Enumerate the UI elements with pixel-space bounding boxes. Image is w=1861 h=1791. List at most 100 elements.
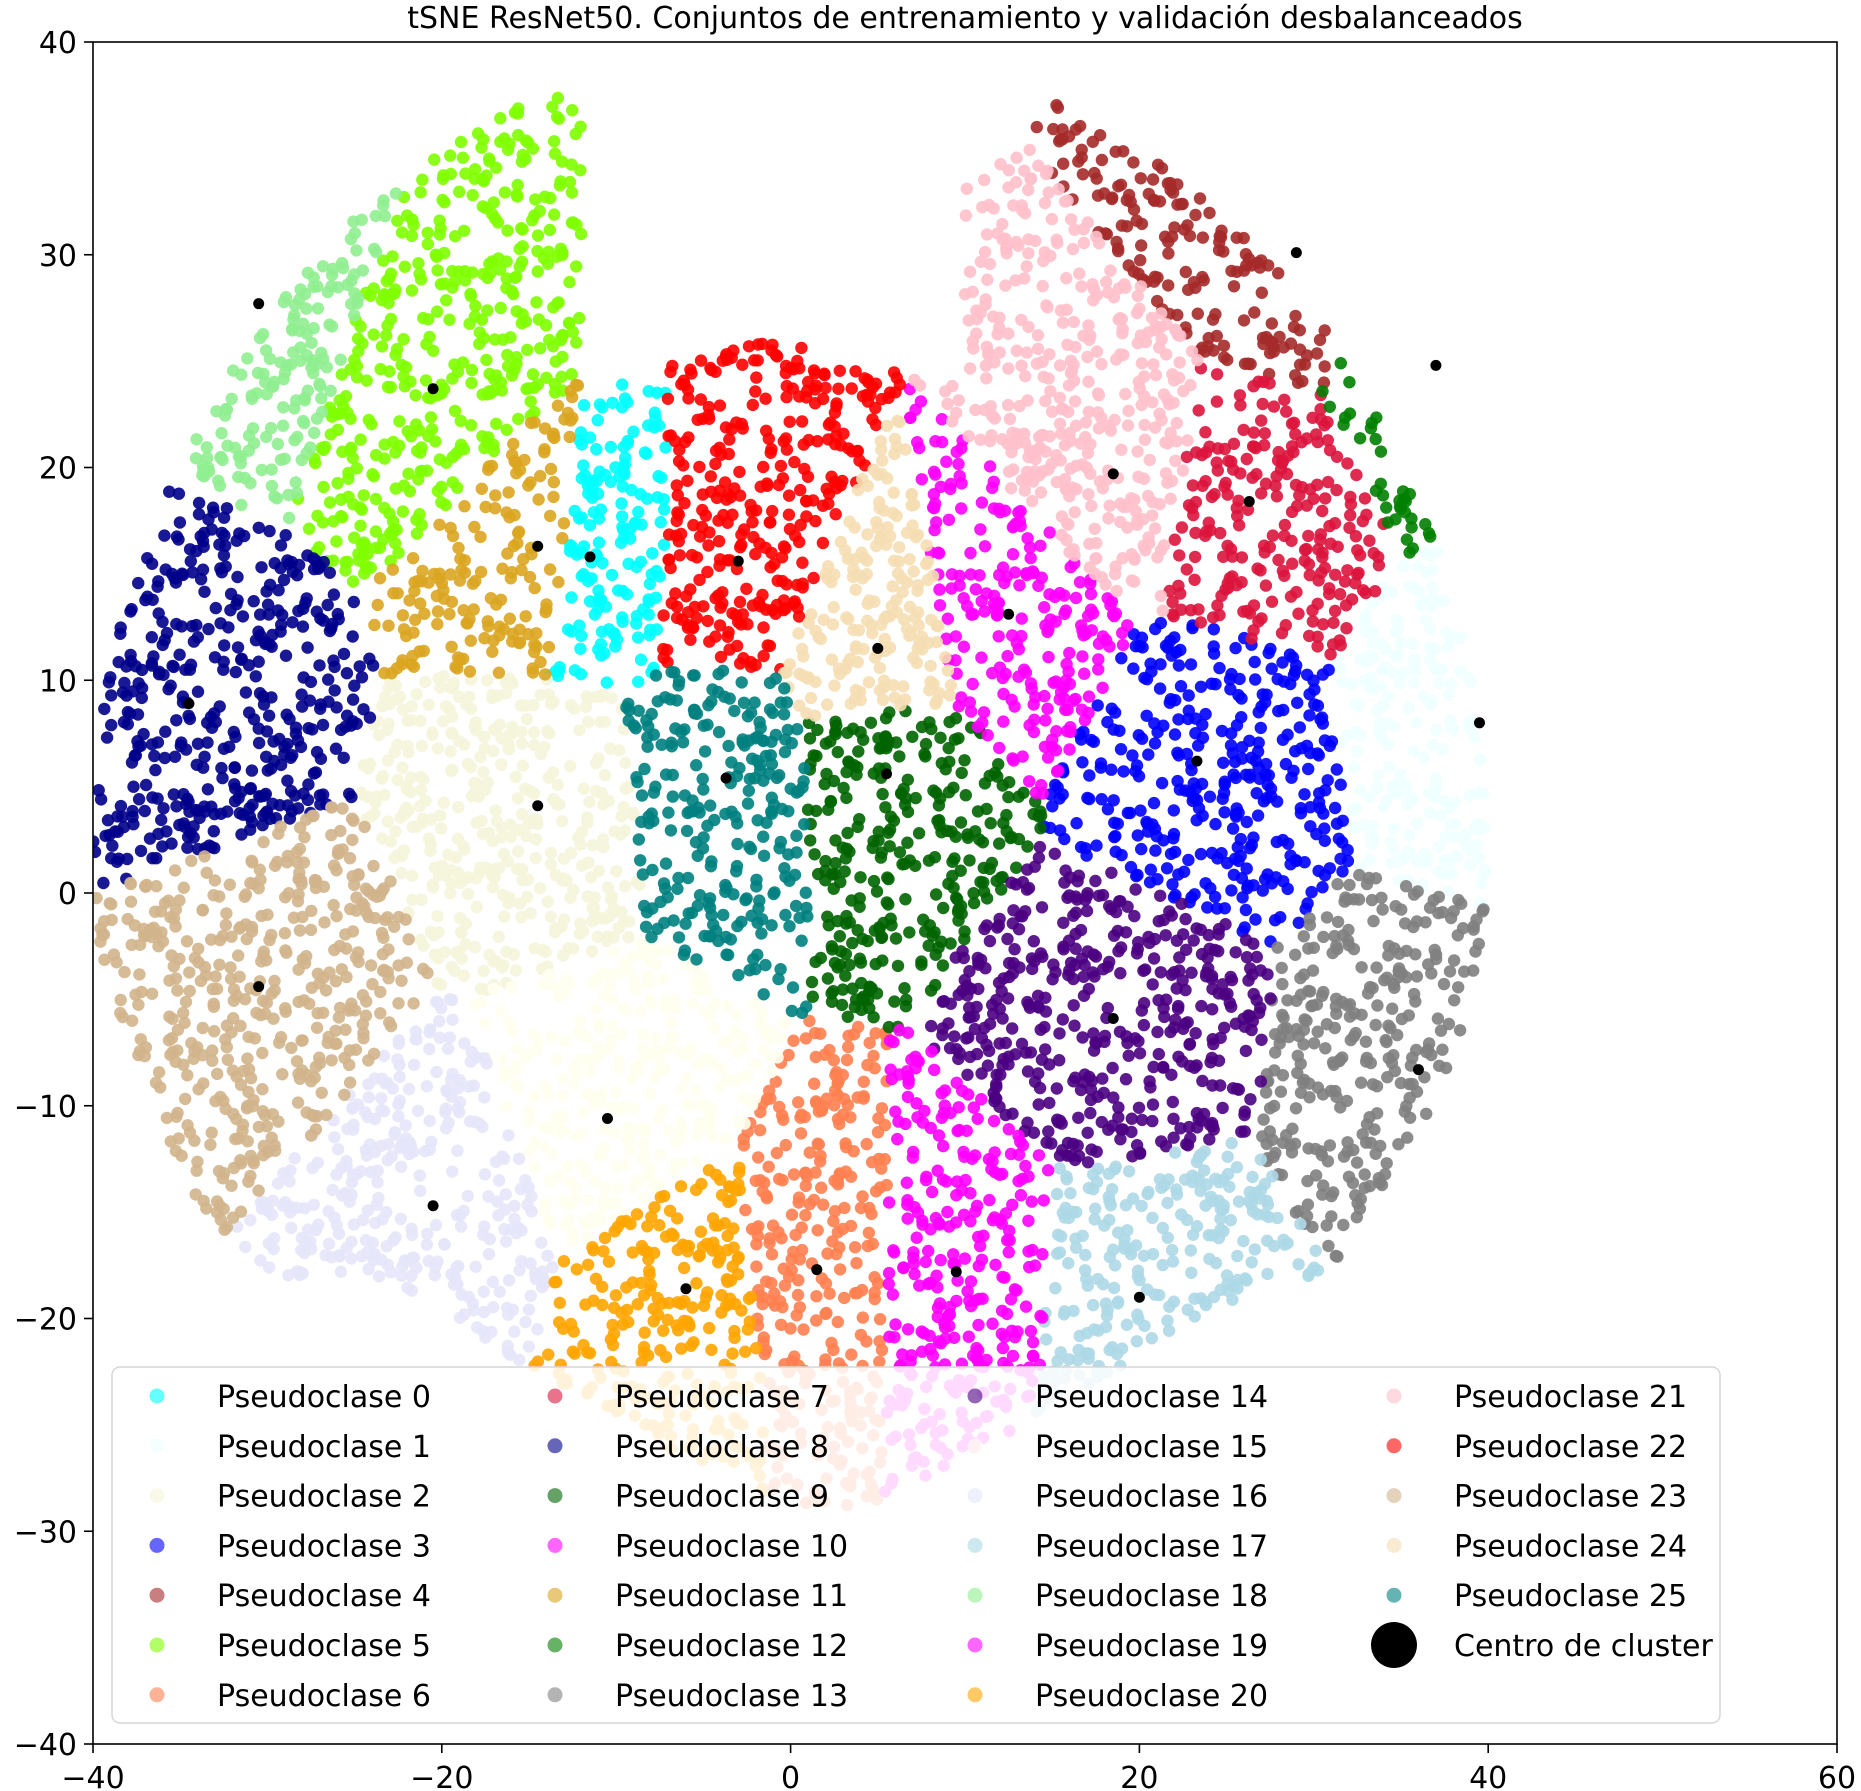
data-point bbox=[1349, 821, 1362, 834]
data-point bbox=[414, 784, 428, 797]
data-point bbox=[510, 1226, 523, 1240]
data-point bbox=[392, 1110, 405, 1123]
data-point bbox=[481, 436, 494, 449]
data-point bbox=[755, 1005, 769, 1018]
data-point bbox=[1109, 145, 1122, 158]
data-point bbox=[1017, 786, 1030, 799]
data-point bbox=[805, 975, 819, 989]
data-point bbox=[713, 1080, 727, 1094]
data-point bbox=[430, 589, 443, 603]
data-point bbox=[589, 1175, 602, 1189]
data-point bbox=[338, 1186, 352, 1200]
data-point bbox=[787, 1168, 801, 1181]
data-point bbox=[262, 1205, 275, 1218]
data-point bbox=[1135, 1004, 1149, 1017]
data-point bbox=[1370, 1107, 1384, 1120]
data-point bbox=[1178, 223, 1191, 236]
data-point bbox=[1127, 156, 1140, 169]
data-point bbox=[1342, 923, 1355, 937]
data-point bbox=[314, 752, 328, 765]
data-point bbox=[593, 1148, 606, 1162]
data-point bbox=[1408, 676, 1421, 689]
data-point bbox=[519, 610, 532, 623]
data-point bbox=[1423, 806, 1437, 820]
data-point bbox=[983, 460, 997, 473]
data-point bbox=[348, 309, 361, 322]
data-point bbox=[477, 964, 490, 978]
data-point bbox=[1391, 1028, 1404, 1042]
data-point bbox=[520, 1050, 533, 1064]
data-point bbox=[457, 969, 470, 982]
data-point bbox=[1067, 909, 1080, 922]
data-point bbox=[1051, 1354, 1064, 1368]
data-point bbox=[1359, 608, 1373, 621]
data-point bbox=[1215, 224, 1228, 237]
data-point bbox=[1320, 1219, 1333, 1232]
data-point bbox=[277, 401, 290, 414]
data-point bbox=[444, 167, 457, 181]
data-point bbox=[928, 851, 942, 864]
data-point bbox=[1318, 834, 1332, 847]
data-point bbox=[641, 492, 654, 505]
data-point bbox=[924, 984, 938, 997]
data-point bbox=[1370, 411, 1383, 424]
data-point bbox=[405, 700, 418, 713]
data-point bbox=[481, 674, 494, 687]
data-point bbox=[419, 675, 432, 688]
data-point bbox=[1316, 385, 1329, 398]
data-point bbox=[1217, 1203, 1230, 1216]
data-point bbox=[555, 370, 568, 383]
data-point bbox=[1140, 709, 1153, 722]
data-point bbox=[792, 1096, 805, 1109]
data-point bbox=[1151, 1025, 1164, 1039]
data-point bbox=[651, 491, 664, 504]
data-point bbox=[1168, 845, 1182, 859]
data-point bbox=[891, 959, 905, 973]
data-point bbox=[477, 1228, 490, 1241]
data-point bbox=[1114, 967, 1127, 980]
data-point bbox=[1084, 587, 1098, 601]
data-point bbox=[515, 737, 529, 750]
data-point bbox=[406, 893, 419, 906]
data-point bbox=[1376, 903, 1389, 916]
data-point bbox=[845, 1348, 858, 1361]
data-point bbox=[586, 474, 599, 487]
data-point bbox=[1069, 591, 1083, 605]
data-point bbox=[1281, 728, 1294, 741]
data-point bbox=[997, 972, 1010, 985]
data-point bbox=[972, 982, 985, 996]
data-point bbox=[307, 767, 321, 780]
data-point bbox=[535, 747, 548, 761]
data-point bbox=[145, 631, 158, 644]
data-point bbox=[1133, 1047, 1147, 1060]
data-point bbox=[1442, 885, 1455, 898]
data-point bbox=[351, 1098, 365, 1111]
data-point bbox=[198, 585, 211, 598]
data-point bbox=[513, 636, 526, 650]
data-point bbox=[1245, 259, 1258, 272]
data-point bbox=[521, 873, 534, 886]
data-point bbox=[431, 264, 444, 277]
data-point bbox=[827, 1343, 840, 1357]
data-point bbox=[1330, 817, 1344, 830]
data-point bbox=[503, 728, 516, 741]
data-point bbox=[637, 1191, 651, 1204]
data-point bbox=[564, 759, 577, 773]
data-point bbox=[1130, 947, 1144, 960]
data-point bbox=[192, 496, 206, 510]
data-point bbox=[730, 1008, 744, 1021]
data-point bbox=[1111, 1295, 1125, 1308]
data-point bbox=[861, 1058, 874, 1072]
data-point bbox=[966, 677, 979, 691]
data-point bbox=[156, 615, 169, 628]
data-point bbox=[478, 632, 491, 645]
data-point bbox=[394, 1212, 407, 1226]
data-point bbox=[1032, 579, 1045, 592]
data-point bbox=[565, 186, 579, 199]
data-point bbox=[1111, 817, 1125, 830]
data-point bbox=[1452, 981, 1465, 994]
data-point bbox=[1330, 1090, 1343, 1104]
data-point bbox=[1265, 662, 1278, 675]
data-point bbox=[1109, 905, 1123, 919]
data-point bbox=[1424, 530, 1437, 543]
